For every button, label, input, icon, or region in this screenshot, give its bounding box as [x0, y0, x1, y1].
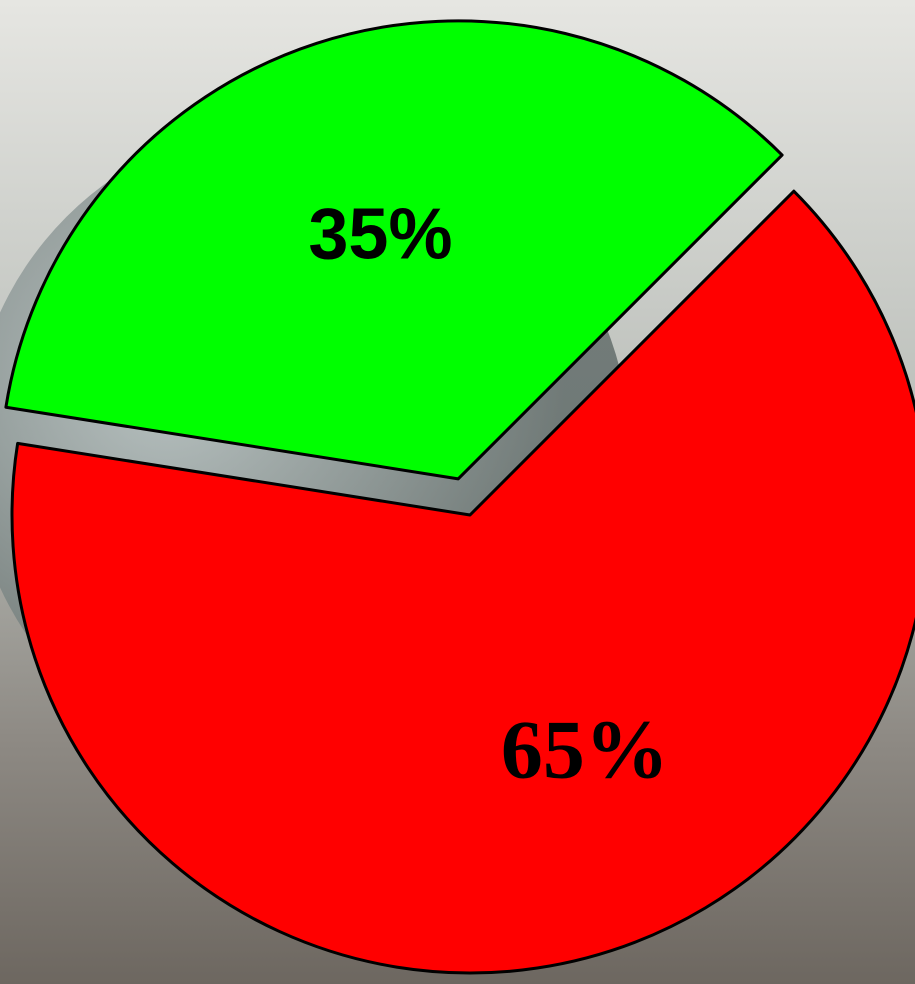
slice-label: 35%: [308, 194, 452, 274]
slice-label: 65%: [501, 704, 669, 797]
pie-slice: [10, 189, 915, 975]
pie-slice: [4, 19, 784, 481]
